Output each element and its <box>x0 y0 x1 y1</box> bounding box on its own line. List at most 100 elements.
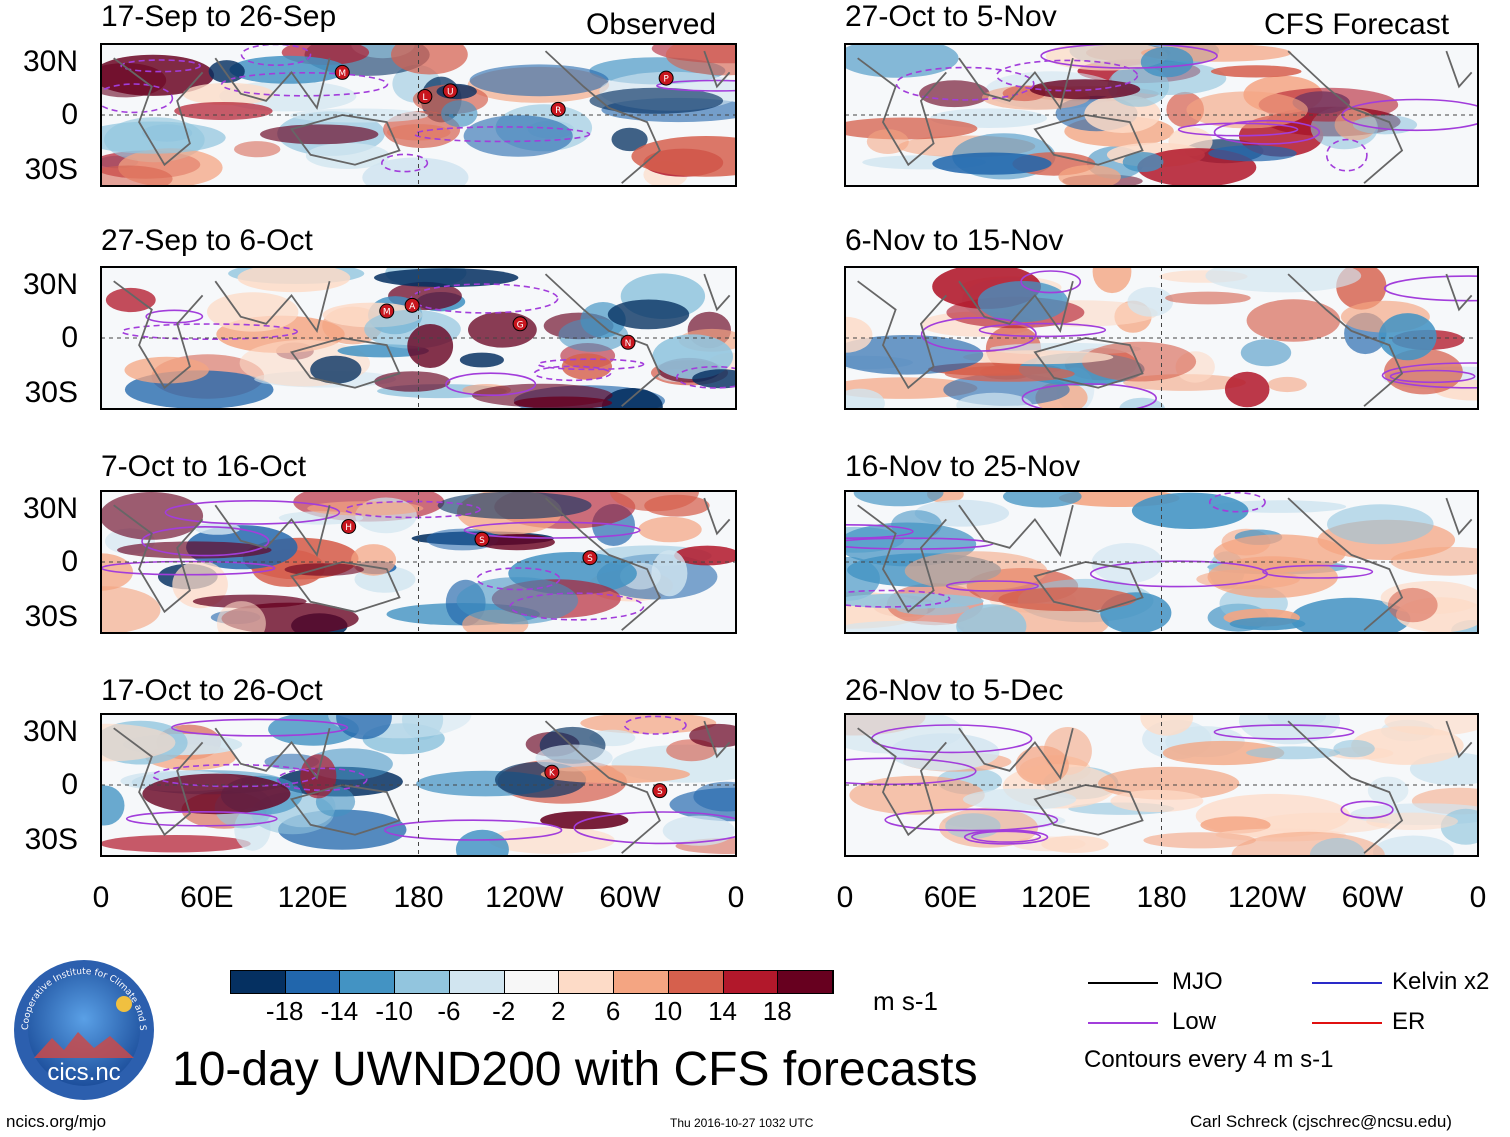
y-tick-label: 30N <box>22 268 78 301</box>
tropical-storm-marker: R <box>550 101 566 117</box>
colorbar-swatch <box>340 971 396 993</box>
x-tick-label: 120W <box>1227 881 1307 914</box>
wind-anomaly-blob <box>1143 832 1256 849</box>
wind-anomaly-blob <box>1224 371 1270 408</box>
footer-author: Carl Schreck (cjschrec@ncsu.edu) <box>1190 1112 1452 1131</box>
y-tick-label: 0 <box>61 98 78 131</box>
colorbar-tick-label: -10 <box>375 996 413 1026</box>
colorbar-swatch <box>668 971 724 993</box>
low-contour <box>845 757 977 786</box>
wind-anomaly-blob <box>1327 504 1434 545</box>
wind-anomaly-blob <box>362 157 469 186</box>
wind-anomaly-blob <box>1208 145 1297 162</box>
footer-url[interactable]: ncics.org/mjo <box>6 1112 107 1131</box>
observed-map-panel-1: M U R P L <box>101 44 736 186</box>
low-contour <box>1389 369 1476 384</box>
storm-letter: S <box>587 554 593 564</box>
wind-anomaly-blob <box>101 586 161 633</box>
low-contour <box>656 79 736 92</box>
wind-anomaly-blob <box>689 723 736 748</box>
storm-letter: S <box>657 787 663 797</box>
low-contour <box>413 126 591 143</box>
colorbar-tick-label: -14 <box>320 996 359 1026</box>
x-tick-label: 60W <box>1341 881 1404 914</box>
wind-anomaly-blob <box>1131 492 1249 529</box>
colorbar-swatch <box>285 971 341 993</box>
x-tick-label: 0 <box>1469 881 1487 914</box>
wind-anomaly-blob <box>307 501 424 516</box>
y-tick-label: 30N <box>22 715 78 748</box>
low-contour <box>537 358 645 371</box>
low-contour <box>1208 491 1266 513</box>
forecast-map-panel-2 <box>845 267 1478 409</box>
wind-anomaly-blob <box>216 601 266 633</box>
wind-anomaly-blob <box>601 388 663 409</box>
wind-anomaly-blob <box>1029 79 1141 100</box>
low-contour <box>141 526 270 557</box>
wind-anomaly-blob <box>336 714 392 740</box>
forecast-map-panel-3 <box>845 491 1478 633</box>
low-contour <box>1020 270 1082 294</box>
low-contour <box>344 500 481 519</box>
storm-letter: M <box>338 69 346 79</box>
x-tick-label: 0 <box>92 881 110 914</box>
wind-anomaly-blob <box>1246 299 1341 342</box>
wind-anomaly-blob <box>558 318 629 352</box>
wind-anomaly-blob <box>391 44 468 75</box>
coastline <box>113 50 731 184</box>
wind-anomaly-blob <box>1205 267 1362 293</box>
y-tick-label: 30S <box>24 153 78 186</box>
wind-anomaly-blob <box>1240 339 1292 367</box>
wind-anomaly-blob <box>1127 287 1174 317</box>
y-tick-label: 0 <box>61 321 78 354</box>
low-contour <box>676 365 736 389</box>
low-contour <box>171 718 349 737</box>
wind-anomaly-blob <box>305 143 390 169</box>
wind-anomaly-blob <box>638 516 702 543</box>
wind-anomaly-blob <box>845 620 965 633</box>
low-contour <box>145 309 204 324</box>
wind-anomaly-blob <box>1366 812 1458 830</box>
tropical-storm-marker: S <box>474 531 490 547</box>
wind-anomaly-blob <box>459 352 504 368</box>
wind-anomaly-blob <box>1092 267 1132 294</box>
colorbar-swatch <box>231 971 286 993</box>
wind-anomaly-blob <box>692 369 736 389</box>
wind-anomaly-blob <box>977 281 1069 323</box>
legend-kelvin-label: Kelvin x2 <box>1392 968 1490 995</box>
colorbar-tick-label: 18 <box>762 996 792 1026</box>
legend-contours-note: Contours every 4 m s-1 <box>1084 1046 1334 1073</box>
tropical-storm-marker: K <box>544 764 560 780</box>
wind-anomaly-blob <box>1384 714 1478 736</box>
low-contour <box>845 524 914 539</box>
low-contour <box>1089 560 1269 588</box>
wind-anomaly-blob <box>463 115 573 157</box>
storm-letter: H <box>345 523 352 533</box>
wind-anomaly-blob <box>300 754 337 799</box>
wind-anomaly-blob <box>1367 776 1409 805</box>
colorbar-tick-label: 6 <box>605 996 621 1026</box>
low-contour <box>978 322 1107 338</box>
storm-letter: K <box>549 769 556 779</box>
wind-anomaly-blob <box>101 121 226 154</box>
wind-anomaly-blob <box>607 299 690 330</box>
wind-anomaly-blob <box>932 152 1052 175</box>
wind-anomaly-blob <box>866 129 909 154</box>
wind-anomaly-blob <box>611 127 648 152</box>
legend-mjo-label: MJO <box>1172 968 1223 995</box>
wind-anomaly-blob <box>944 365 1075 382</box>
legend-er-label: ER <box>1392 1008 1426 1035</box>
colorbar-swatch <box>449 971 505 993</box>
wind-anomaly-blob <box>1165 291 1251 305</box>
wind-anomaly-blob <box>124 356 209 384</box>
wind-anomaly-blob <box>1186 91 1308 129</box>
wind-anomaly-blob <box>1081 341 1197 382</box>
y-tick-label: 0 <box>61 768 78 801</box>
wind-anomaly-blob <box>142 773 291 815</box>
wind-anomaly-blob <box>1238 714 1341 745</box>
tropical-storm-marker: M <box>334 64 350 80</box>
low-contour <box>996 59 1139 92</box>
wind-anomaly-blob <box>1378 313 1437 361</box>
wind-anomaly-blob <box>963 788 1077 811</box>
